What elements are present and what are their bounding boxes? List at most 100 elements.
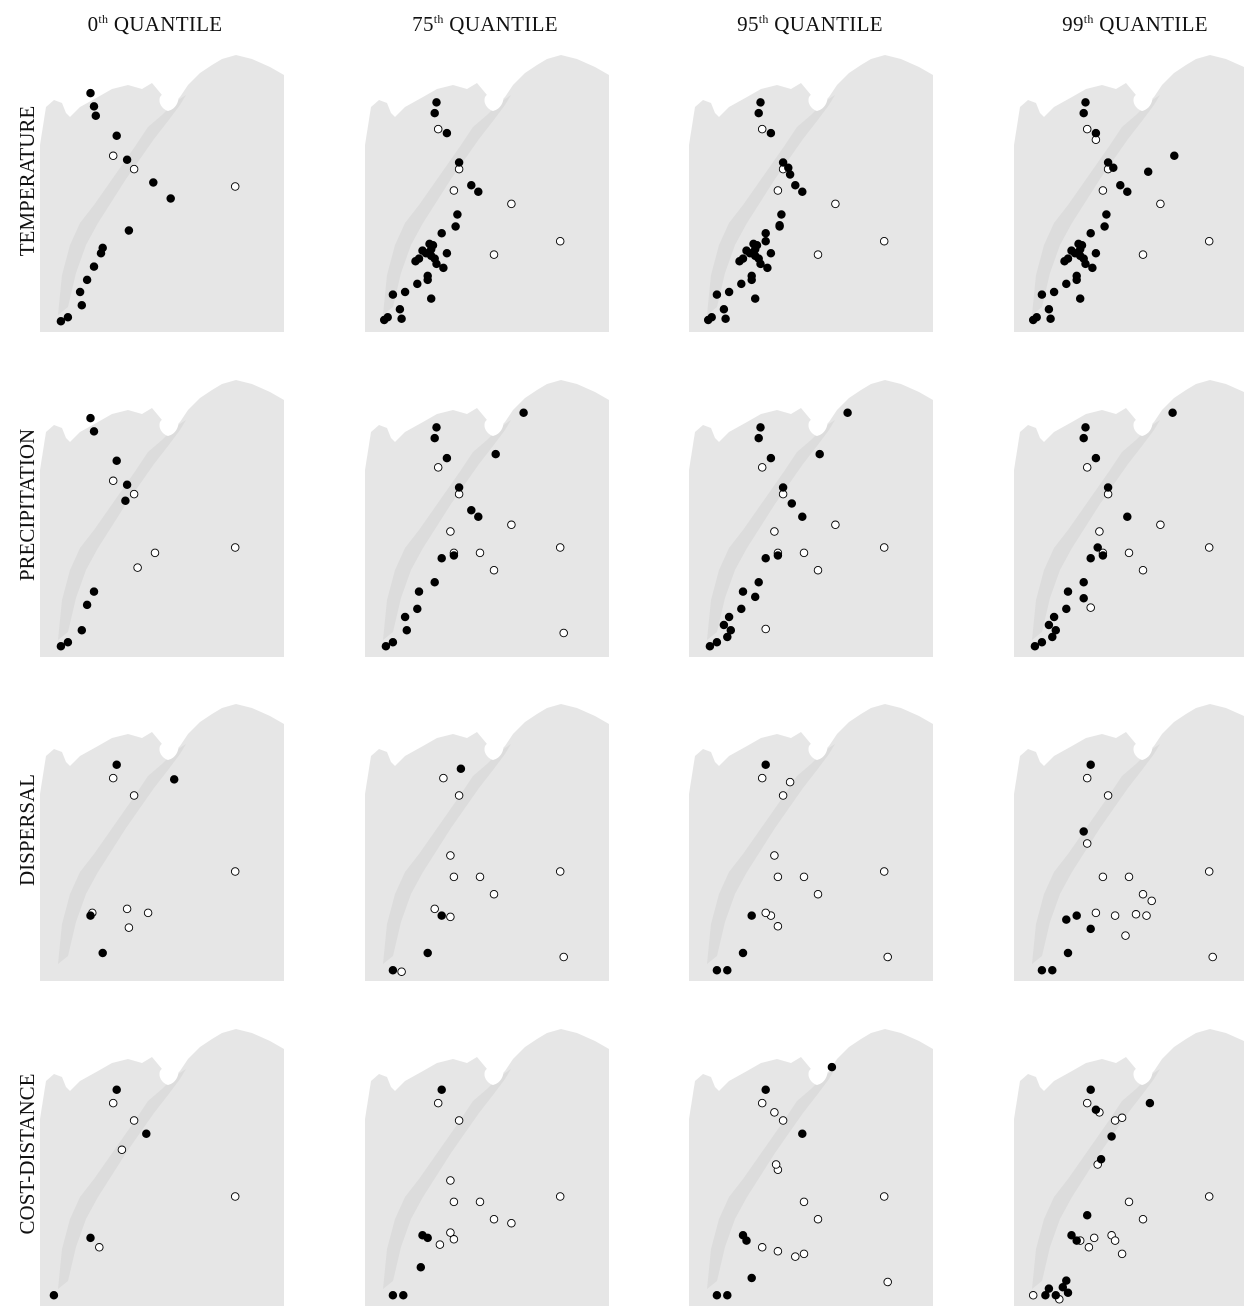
filled-point xyxy=(778,483,788,492)
filled-point xyxy=(1107,1132,1116,1141)
open-point xyxy=(1131,910,1141,919)
filled-point xyxy=(1063,587,1073,596)
open-point xyxy=(150,548,160,558)
open-point xyxy=(108,151,118,161)
open-point xyxy=(129,791,139,800)
row-header-cost-distance: COST-DISTANCE xyxy=(15,1073,39,1235)
row-header-dispersal: DISPERSAL xyxy=(15,773,39,887)
open-point xyxy=(778,1116,788,1125)
filled-point xyxy=(121,496,130,506)
andes-relief xyxy=(383,744,511,964)
open-point xyxy=(1082,839,1092,848)
filled-point xyxy=(778,158,788,167)
filled-point xyxy=(1123,512,1132,522)
open-point xyxy=(449,872,459,882)
open-point xyxy=(555,543,565,552)
filled-point xyxy=(89,102,99,111)
land-mass xyxy=(689,1029,933,1306)
open-point xyxy=(1142,911,1151,920)
filled-point xyxy=(1044,305,1054,314)
filled-point xyxy=(82,600,92,610)
filled-point xyxy=(426,294,436,303)
filled-point xyxy=(122,155,132,165)
filled-point xyxy=(169,775,179,784)
filled-point xyxy=(388,290,398,299)
open-point xyxy=(124,923,134,932)
open-point xyxy=(1089,1233,1099,1243)
filled-point xyxy=(430,108,439,118)
open-point xyxy=(1110,911,1120,920)
map-svg xyxy=(689,55,933,332)
open-point xyxy=(475,872,485,882)
filled-point xyxy=(1048,632,1057,642)
land-mass xyxy=(40,704,284,981)
filled-point xyxy=(1041,1291,1050,1300)
lake-maracaibo xyxy=(159,89,179,111)
filled-point xyxy=(1143,167,1153,177)
filled-point xyxy=(149,178,158,187)
filled-point xyxy=(1051,1291,1061,1300)
filled-point xyxy=(1049,287,1059,297)
filled-point xyxy=(738,587,748,596)
open-point xyxy=(433,1098,443,1108)
filled-point xyxy=(787,499,797,508)
filled-point xyxy=(738,254,748,263)
filled-point xyxy=(63,638,73,647)
filled-point xyxy=(519,408,528,417)
column-header-95: 95th QUANTILE xyxy=(737,12,883,36)
filled-point xyxy=(754,108,763,118)
filled-point xyxy=(1103,158,1113,167)
open-point xyxy=(813,565,823,575)
filled-point xyxy=(1049,612,1059,622)
open-point xyxy=(133,563,142,572)
land-mass xyxy=(40,1029,284,1306)
filled-point xyxy=(91,111,101,120)
open-point xyxy=(1084,1243,1094,1252)
filled-point xyxy=(467,505,476,515)
lake-maracaibo xyxy=(1133,89,1153,111)
filled-point xyxy=(749,239,758,249)
land-mass xyxy=(689,55,933,332)
open-point xyxy=(1204,1192,1214,1201)
open-point xyxy=(1124,548,1134,558)
filled-point xyxy=(1086,553,1095,563)
filled-point xyxy=(1086,228,1095,238)
filled-point xyxy=(432,98,441,107)
filled-point xyxy=(379,315,389,325)
map-svg xyxy=(365,704,609,981)
lake-maracaibo xyxy=(484,89,504,111)
filled-point xyxy=(1075,294,1085,303)
filled-point xyxy=(413,279,422,289)
land-mass xyxy=(1014,1029,1244,1306)
filled-point xyxy=(1067,246,1076,255)
filled-point xyxy=(1063,1288,1073,1297)
andes-relief xyxy=(58,1069,186,1289)
filled-point xyxy=(1079,433,1088,443)
open-point xyxy=(761,908,770,918)
filled-point xyxy=(454,483,464,492)
open-point xyxy=(879,543,889,552)
column-header-75: 75th QUANTILE xyxy=(412,12,558,36)
filled-point xyxy=(1103,483,1113,492)
open-point xyxy=(1086,603,1095,612)
map-svg xyxy=(365,1029,609,1306)
open-point xyxy=(883,1277,892,1287)
open-point xyxy=(813,1214,823,1224)
filled-point xyxy=(82,275,92,285)
filled-point xyxy=(432,259,441,269)
open-point xyxy=(773,922,783,931)
filled-point xyxy=(742,246,751,255)
filled-point xyxy=(98,948,107,958)
map-svg xyxy=(365,380,609,657)
filled-point xyxy=(1037,290,1047,299)
filled-point xyxy=(750,592,760,602)
filled-point xyxy=(86,88,95,98)
filled-point xyxy=(843,408,852,417)
lake-maracaibo xyxy=(484,1063,504,1085)
land-mass xyxy=(40,380,284,657)
andes-relief xyxy=(707,1069,835,1289)
open-point xyxy=(799,872,809,882)
open-point xyxy=(230,543,240,552)
filled-point xyxy=(737,604,746,614)
